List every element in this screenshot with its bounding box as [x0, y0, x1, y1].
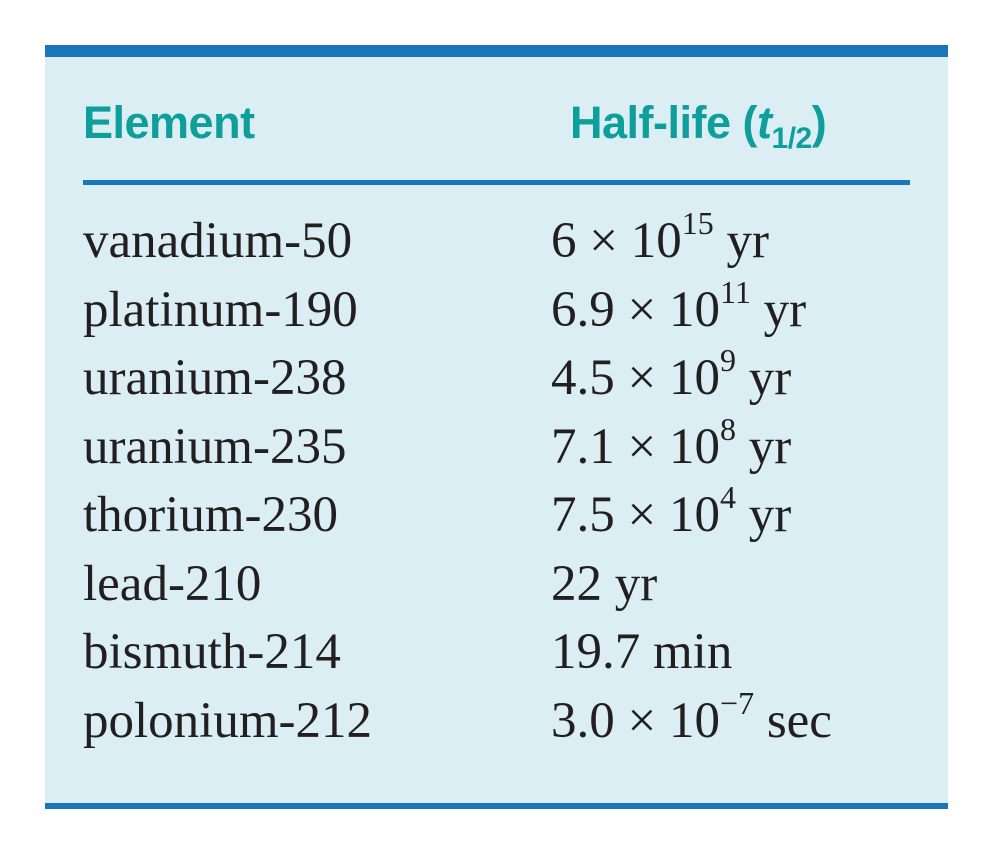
half-life-unit: sec — [754, 692, 832, 749]
header-close-paren: ) — [811, 97, 827, 148]
half-life-exponent: 4 — [720, 479, 737, 515]
half-life-mantissa: 3.0 × 10 — [551, 692, 721, 749]
element-cell: thorium-230 — [83, 487, 338, 543]
table-row: vanadium-50 6 × 1015 yr — [83, 207, 910, 276]
half-life-exponent: 11 — [720, 273, 751, 310]
half-life-cell: 6.9 × 1011 yr — [551, 276, 806, 345]
element-cell: platinum-190 — [83, 281, 358, 338]
element-cell: vanadium-50 — [83, 213, 353, 269]
header-element: Element — [83, 97, 255, 148]
half-life-exponent: 9 — [720, 342, 737, 378]
half-life-unit: yr — [750, 281, 807, 338]
table-row: uranium-235 7.1 × 108 yr — [83, 413, 910, 482]
half-life-unit: yr — [713, 213, 769, 269]
header-t-subscript: 1/2 — [771, 122, 813, 155]
half-life-cell: 6 × 1015 yr — [551, 207, 769, 276]
header-t-variable: t — [757, 97, 772, 148]
element-cell: uranium-238 — [83, 350, 347, 406]
table-row: uranium-238 4.5 × 109 yr — [83, 344, 910, 413]
half-life-exponent: 15 — [681, 205, 714, 241]
half-life-cell: 7.1 × 108 yr — [551, 413, 791, 482]
table-row: thorium-230 7.5 × 104 yr — [83, 481, 910, 550]
element-cell: polonium-212 — [83, 692, 372, 749]
half-life-mantissa: 6 × 10 — [551, 213, 682, 269]
table-row: lead-210 22 yr — [83, 550, 910, 619]
header-half-life-label: Half-life ( — [570, 97, 758, 148]
half-life-cell: 22 yr — [551, 550, 657, 619]
element-cell: uranium-235 — [83, 418, 347, 475]
element-cell: lead-210 — [83, 555, 262, 612]
header-divider — [83, 180, 910, 185]
table-row: polonium-212 3.0 × 10−7 sec — [83, 687, 910, 756]
half-life-cell: 4.5 × 109 yr — [551, 344, 791, 413]
half-life-mantissa: 6.9 × 10 — [551, 281, 721, 338]
half-life-table: Element Half-life (t1/2) vanadium-50 6 ×… — [45, 45, 948, 809]
half-life-cell: 7.5 × 104 yr — [551, 481, 791, 550]
half-life-mantissa: 4.5 × 10 — [551, 350, 721, 406]
table-row: platinum-190 6.9 × 1011 yr — [83, 276, 910, 345]
half-life-exponent: −7 — [720, 684, 755, 721]
half-life-cell: 19.7 min — [551, 618, 732, 687]
header-half-life: Half-life (t1/2) — [570, 97, 827, 156]
half-life-mantissa: 19.7 min — [551, 624, 733, 680]
half-life-unit: yr — [736, 418, 792, 475]
table-body: vanadium-50 6 × 1015 yr platinum-190 6.9… — [83, 207, 910, 755]
half-life-mantissa: 7.5 × 10 — [551, 487, 721, 543]
half-life-unit: yr — [736, 487, 792, 543]
table-row: bismuth-214 19.7 min — [83, 618, 910, 687]
half-life-mantissa: 7.1 × 10 — [551, 418, 721, 475]
table-header: Element Half-life (t1/2) — [83, 97, 910, 167]
half-life-unit: yr — [736, 350, 792, 406]
half-life-cell: 3.0 × 10−7 sec — [551, 687, 832, 756]
half-life-exponent: 8 — [720, 410, 737, 447]
half-life-mantissa: 22 yr — [551, 555, 658, 612]
element-cell: bismuth-214 — [83, 624, 341, 680]
